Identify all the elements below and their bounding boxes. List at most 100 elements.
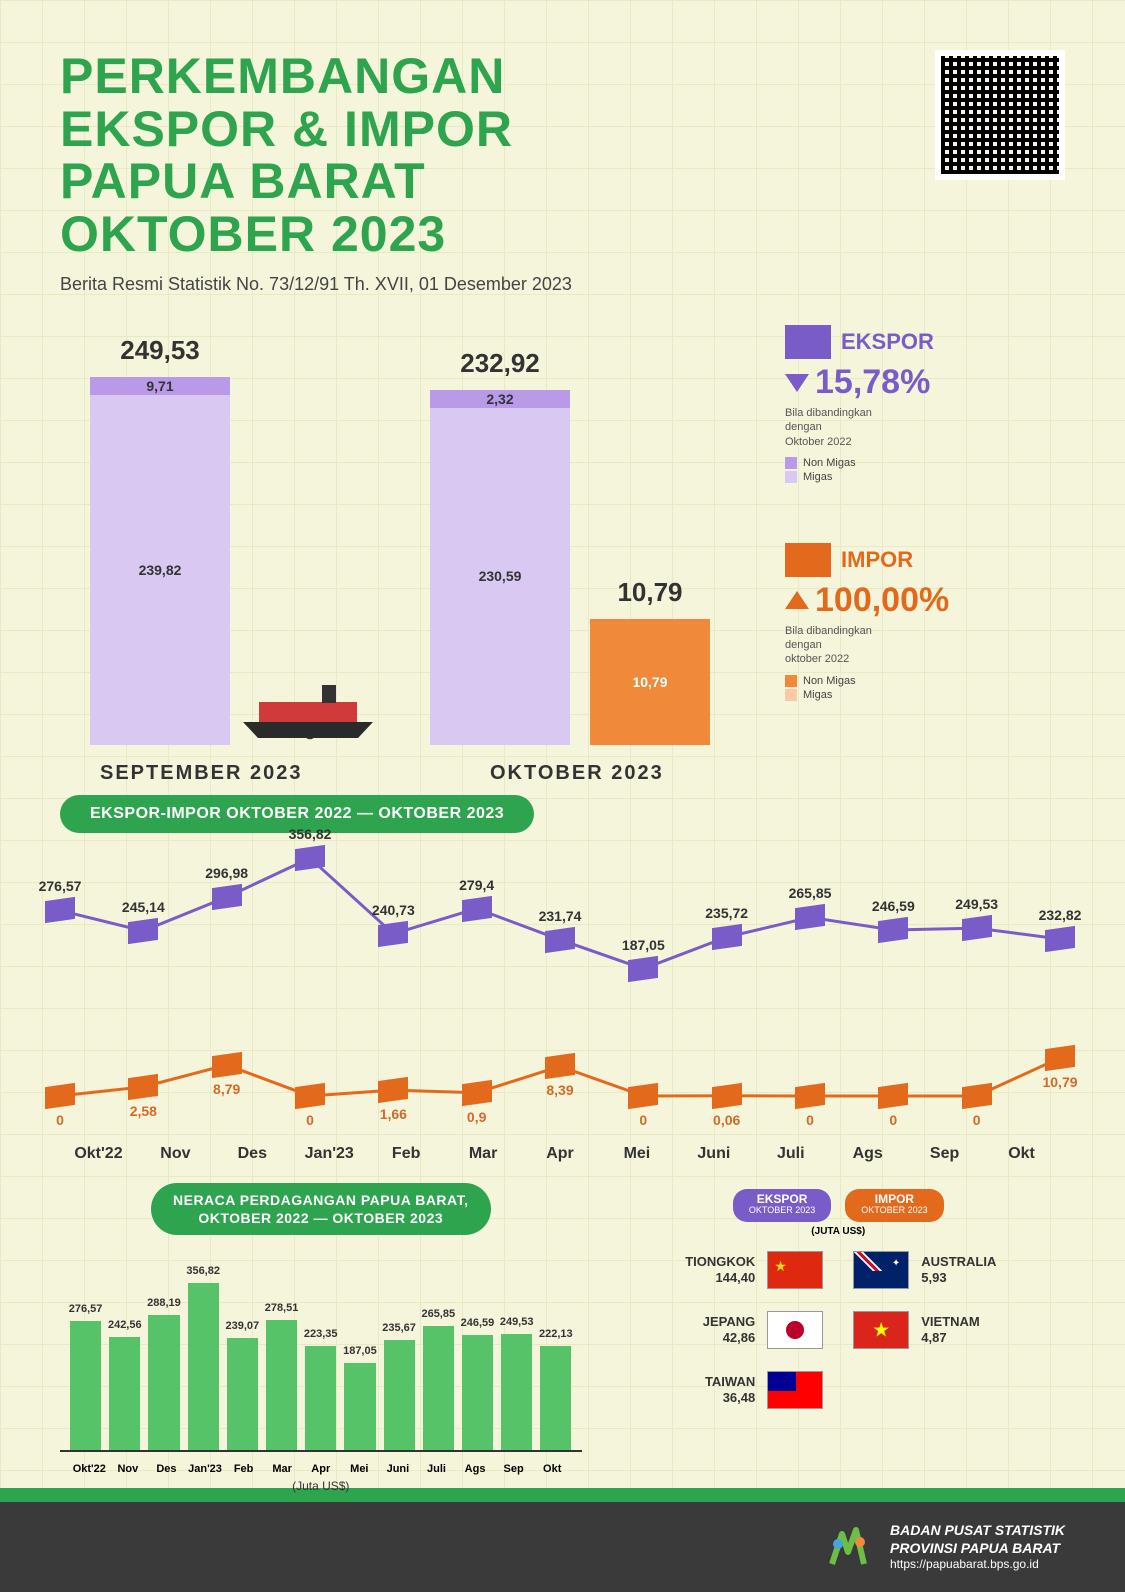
container-icon — [712, 924, 742, 950]
container-icon — [212, 1052, 242, 1078]
data-label: 240,73 — [372, 902, 415, 918]
bps-logo-icon — [824, 1522, 874, 1572]
axis-label: Des — [147, 1463, 186, 1475]
axis-label: Okt — [533, 1463, 572, 1475]
ship-icon — [238, 670, 378, 740]
axis-label: Nov — [109, 1463, 148, 1475]
data-label: 265,85 — [789, 885, 832, 901]
data-label: 0 — [306, 1112, 314, 1128]
container-icon — [462, 1080, 492, 1106]
month-label: SEPTEMBER 2023 — [100, 762, 303, 785]
container-icon — [878, 1083, 908, 1109]
country-ekspor: JEPANG42,86 — [612, 1311, 824, 1349]
countries-panel: EKSPOROKTOBER 2023 IMPOROKTOBER 2023 (JU… — [612, 1183, 1065, 1497]
footer-org: BADAN PUSAT STATISTIK — [890, 1521, 1065, 1539]
data-label: 235,72 — [705, 905, 748, 921]
impor-legend: Non MigasMigas — [785, 675, 1065, 701]
bar: 288,19 — [148, 1315, 179, 1451]
axis-label: Juni — [379, 1463, 418, 1475]
data-label: 10,79 — [1042, 1074, 1077, 1090]
bar: 239,07 — [227, 1338, 258, 1451]
timeline-chart: 276,57245,14296,98356,82240,73279,4231,7… — [60, 843, 1060, 1163]
axis-label: Mar — [263, 1463, 302, 1475]
countries-unit: (JUTA US$) — [612, 1226, 1065, 1237]
footer-prov: PROVINSI PAPUA BARAT — [890, 1539, 1065, 1557]
impor-pill: IMPOROKTOBER 2023 — [845, 1189, 943, 1222]
bar: 278,51 — [266, 1320, 297, 1452]
axis-label: Sep — [494, 1463, 533, 1475]
impor-summary: IMPOR 100,00% Bila dibandingkan dengan o… — [785, 543, 1065, 701]
month-label: OKTOBER 2023 — [490, 762, 664, 785]
axis-label: Jan'23 — [291, 1145, 368, 1163]
impor-pct: 100,00% — [815, 581, 949, 620]
impor-note: Bila dibandingkan dengan oktober 2022 — [785, 624, 1065, 667]
axis-label: Apr — [522, 1145, 599, 1163]
bar: 242,56 — [109, 1337, 140, 1452]
container-icon — [785, 325, 831, 359]
data-label: 279,4 — [459, 877, 494, 893]
axis-label: Juni — [675, 1145, 752, 1163]
axis-label: Feb — [224, 1463, 263, 1475]
ekspor-pill: EKSPOROKTOBER 2023 — [733, 1189, 831, 1222]
data-label: 245,14 — [122, 899, 165, 915]
container-icon — [295, 1083, 325, 1109]
data-label: 0 — [806, 1112, 814, 1128]
container-icon — [628, 1083, 658, 1109]
arrow-up-icon — [785, 591, 809, 609]
data-label: 296,98 — [205, 865, 248, 881]
data-label: 0 — [56, 1112, 64, 1128]
axis-label: Ags — [456, 1463, 495, 1475]
data-label: 249,53 — [955, 896, 998, 912]
ekspor-note: Bila dibandingkan dengan Oktober 2022 — [785, 406, 1065, 449]
bar: 246,59 — [462, 1335, 493, 1451]
ekspor-legend: Non MigasMigas — [785, 457, 1065, 483]
data-label: 0 — [973, 1112, 981, 1128]
container-icon — [795, 1083, 825, 1109]
data-label: 2,58 — [130, 1103, 157, 1119]
ekspor-title: EKSPOR — [841, 329, 934, 355]
data-label: 0 — [889, 1112, 897, 1128]
container-icon — [212, 884, 242, 910]
hero-bar-chart: SEPTEMBER 2023 OKTOBER 2023 239,829,7124… — [60, 325, 765, 795]
data-label: 8,79 — [213, 1081, 240, 1097]
axis-label: Mei — [340, 1463, 379, 1475]
country-impor — [853, 1371, 1065, 1409]
container-icon — [628, 956, 658, 982]
container-icon — [45, 1083, 75, 1109]
data-label: 0,06 — [713, 1112, 740, 1128]
container-icon — [962, 1083, 992, 1109]
neraca-chart: NERACA PERDAGANGAN PAPUA BARAT,OKTOBER 2… — [60, 1183, 582, 1497]
container-icon — [962, 915, 992, 941]
title-block: PERKEMBANGAN EKSPOR & IMPOR PAPUA BARAT … — [60, 50, 572, 295]
bar: 249,53 — [501, 1334, 532, 1452]
container-icon — [1045, 926, 1075, 952]
axis-label: Mei — [598, 1145, 675, 1163]
bar: 265,85 — [423, 1326, 454, 1452]
arrow-down-icon — [785, 374, 809, 392]
container-icon — [545, 927, 575, 953]
data-label: 8,39 — [546, 1082, 573, 1098]
data-label: 246,59 — [872, 898, 915, 914]
footer-url: https://papuabarat.bps.go.id — [890, 1557, 1065, 1573]
bar: 222,13 — [540, 1346, 571, 1451]
ekspor-summary: EKSPOR 15,78% Bila dibandingkan dengan O… — [785, 325, 1065, 483]
axis-label: Okt'22 — [60, 1145, 137, 1163]
axis-label: Des — [214, 1145, 291, 1163]
container-icon — [1045, 1045, 1075, 1071]
data-label: 356,82 — [289, 826, 332, 842]
bar: 235,67 — [384, 1340, 415, 1451]
data-label: 1,66 — [380, 1106, 407, 1122]
qr-code — [935, 50, 1065, 180]
container-icon — [785, 543, 831, 577]
bar: 187,05 — [344, 1363, 375, 1451]
data-label: 231,74 — [539, 908, 582, 924]
axis-label: Sep — [906, 1145, 983, 1163]
axis-label: Nov — [137, 1145, 214, 1163]
country-impor: ✦AUSTRALIA5,93 — [853, 1251, 1065, 1289]
subtitle: Berita Resmi Statistik No. 73/12/91 Th. … — [60, 274, 572, 295]
country-ekspor: TIONGKOK144,40★ — [612, 1251, 824, 1289]
data-label: 0,9 — [467, 1109, 486, 1125]
neraca-unit: (Juta US$) — [60, 1479, 582, 1493]
axis-label: Feb — [368, 1145, 445, 1163]
ekspor-pct: 15,78% — [815, 363, 930, 402]
